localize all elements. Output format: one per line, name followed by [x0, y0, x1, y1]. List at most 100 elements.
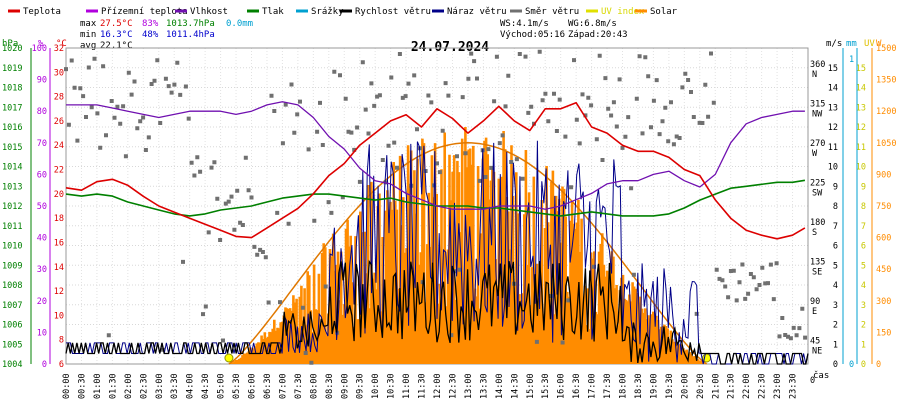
axis-tick-label: 50: [37, 202, 47, 212]
x-tick-label: 09:00: [340, 373, 350, 399]
axis-tick-label: 1020: [2, 44, 22, 54]
axis-tick-label: 40: [37, 234, 47, 244]
summary-sunrise: Východ:05:16: [500, 30, 565, 40]
axis-tick-label: 12: [856, 123, 866, 133]
axis-tick-label: 10: [856, 163, 866, 173]
x-tick-label: 07:30: [294, 373, 304, 399]
x-tick-label: 10:30: [387, 373, 397, 399]
axis-tick-label: 8: [833, 202, 838, 212]
axis-tick-label: N: [812, 70, 817, 80]
axis-tick-label: 1009: [2, 261, 22, 271]
axis-tick-label: 15: [828, 64, 838, 74]
axis-tick-label: 12: [828, 123, 838, 133]
x-tick-label: 19:30: [665, 373, 675, 399]
axis-tick-label: 15: [856, 64, 866, 74]
summary-value: avg: [80, 41, 96, 51]
summary-sunset: Západ:20:43: [568, 30, 628, 40]
x-tick-label: 07:00: [278, 373, 288, 399]
axis-tick-label: 20: [37, 297, 47, 307]
legend-label: Tlak: [262, 7, 284, 17]
x-tick-label: 10:00: [371, 373, 381, 399]
x-tick-label: 03:00: [155, 373, 165, 399]
legend-label: Vlhkost: [190, 7, 228, 17]
axis-unit-mm: mm: [846, 39, 857, 49]
axis-tick-label: 1350: [876, 76, 896, 86]
x-tick-label: 01:30: [108, 373, 118, 399]
axis-tick-label: 0: [849, 360, 854, 370]
x-tick-label: 17:00: [588, 373, 598, 399]
axis-tick-label: 1: [861, 340, 866, 350]
legend-label: Náraz větru: [447, 7, 507, 17]
axis-tick-label: 270: [810, 139, 825, 149]
x-tick-label: 23:00: [773, 373, 783, 399]
x-tick-label: 18:00: [619, 373, 629, 399]
axis-tick-label: NW: [812, 109, 823, 119]
x-tick-label: 03:30: [170, 373, 180, 399]
axis-tick-label: 1: [833, 340, 838, 350]
axis-tick-label: 300: [876, 297, 891, 307]
x-tick-label: 06:30: [263, 373, 273, 399]
x-tick-label: 04:30: [201, 373, 211, 399]
summary-value: 1013.7hPa: [166, 19, 215, 29]
axis-tick-label: 225: [810, 178, 825, 188]
summary-value: 48%: [142, 30, 159, 40]
axis-tick-label: 1014: [2, 163, 22, 173]
axis-tick-label: 10: [54, 311, 64, 321]
axis-tick-label: 2: [861, 321, 866, 331]
axis-tick-label: 11: [856, 143, 866, 153]
axis-unit-pct: %: [38, 39, 44, 49]
temperature-line: [65, 101, 806, 240]
axis-tick-label: 26: [54, 117, 64, 127]
x-tick-label: 21:00: [711, 373, 721, 399]
x-tick-label: 12:30: [448, 373, 458, 399]
axis-tick-label: SW: [812, 188, 823, 198]
x-tick-label: 01:00: [93, 373, 103, 399]
x-tick-label: 15:30: [541, 373, 551, 399]
axis-tick-label: 180: [810, 218, 825, 228]
summary-ws: WS:4.1m/s: [500, 19, 549, 29]
x-tick-label: 13:00: [464, 373, 474, 399]
axis-tick-label: 90: [37, 76, 47, 86]
axis-tick-label: 0: [42, 360, 47, 370]
axis-unit-ms: m/s: [826, 39, 842, 49]
axis-tick-label: 13: [828, 103, 838, 113]
axis-tick-label: 16: [54, 238, 64, 248]
axis-unit-degc: °C: [56, 39, 67, 49]
axis-tick-label: 1015: [2, 143, 22, 153]
axis-tick-label: 1011: [2, 222, 22, 232]
wind-gust-line: [66, 140, 809, 365]
x-tick-label: 13:30: [479, 373, 489, 399]
x-tick-label: 00:00: [62, 373, 72, 399]
summary-value: 83%: [142, 19, 159, 29]
axis-tick-label: 1012: [2, 202, 22, 212]
axis-tick-label: 12: [54, 287, 64, 297]
axis-tick-label: 1500: [876, 44, 896, 54]
wind-speed-line: [65, 259, 809, 365]
humidity-line: [66, 101, 805, 210]
x-tick-label: 21:30: [727, 373, 737, 399]
axis-tick-label: 11: [828, 143, 838, 153]
axis-tick-label: S: [812, 228, 817, 238]
x-tick-label: 05:30: [232, 373, 242, 399]
axis-tick-label: 32: [54, 44, 64, 54]
x-tick-label: 02:00: [124, 373, 134, 399]
axis-tick-label: 2: [833, 321, 838, 331]
x-tick-label: 05:00: [217, 373, 227, 399]
axis-tick-label: E: [812, 307, 817, 317]
legend-label: Solar: [650, 7, 678, 17]
axis-tick-label: 45: [810, 336, 820, 346]
summary-value: 22.1°C: [100, 41, 133, 51]
x-tick-label: 08:00: [309, 373, 319, 399]
axis-tick-label: 10: [37, 328, 47, 338]
axis-tick-label: 1007: [2, 301, 22, 311]
axis-tick-label: 750: [876, 202, 891, 212]
legend-label: Teplota: [23, 7, 61, 17]
x-axis-label: čas: [813, 370, 829, 381]
axis-tick-label: 3: [861, 301, 866, 311]
x-tick-label: 12:00: [433, 373, 443, 399]
axis-tick-label: 1016: [2, 123, 22, 133]
x-tick-label: 22:30: [758, 373, 768, 399]
x-tick-label: 06:00: [248, 373, 258, 399]
x-tick-label: 04:00: [186, 373, 196, 399]
